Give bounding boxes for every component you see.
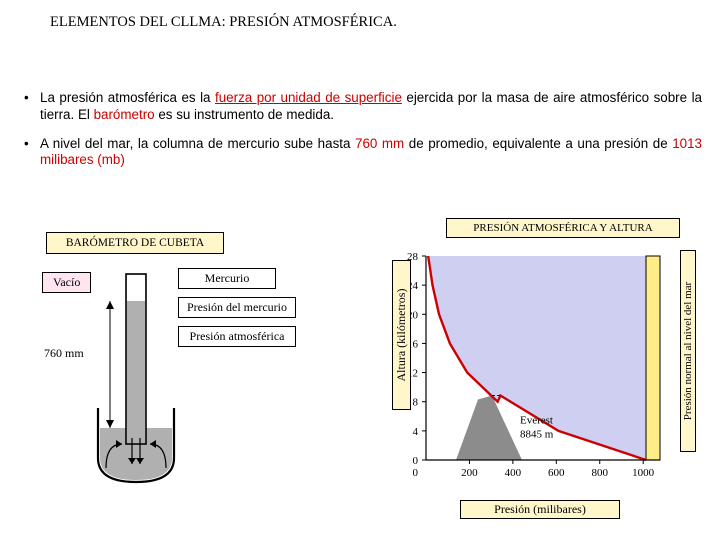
chart-title: PRESIÓN ATMOSFÉRICA Y ALTURA [446, 218, 680, 238]
presion-atm-label: Presión atmosférica [178, 326, 296, 347]
b2-t2: de promedio, equivalente a una presión d… [404, 136, 672, 151]
barometer-title: BARÓMETRO DE CUBETA [46, 232, 224, 254]
bullet-1: La presión atmosférica es la fuerza por … [24, 90, 702, 124]
chart-xlabel: Presión (milibares) [460, 500, 620, 519]
chart-ylabel-left: Altura (kilómetros) [392, 260, 411, 410]
b1-kw2: barómetro [94, 107, 155, 122]
svg-text:800: 800 [591, 467, 608, 479]
barometer-diagram [92, 268, 182, 488]
svg-text:0: 0 [413, 467, 419, 479]
bullet-list: La presión atmosférica es la fuerza por … [24, 90, 702, 181]
b1-kw1: fuerza por unidad de superficie [215, 90, 402, 105]
page-title: ELEMENTOS DEL CLLMA: PRESIÓN ATMOSFÉRICA… [50, 14, 397, 31]
b2-t1: A nivel del mar, la columna de mercurio … [40, 136, 355, 151]
svg-text:0: 0 [413, 455, 419, 467]
pressure-altitude-chart: 048121620242820040060080010000Everest884… [398, 248, 668, 496]
b2-kw1: 760 mm [355, 136, 404, 151]
presion-mercurio-label: Presión del mercurio [178, 297, 296, 318]
bullet-2: A nivel del mar, la columna de mercurio … [24, 136, 702, 170]
vacio-label: Vacío [42, 272, 91, 293]
svg-text:1000: 1000 [632, 467, 655, 479]
svg-text:Everest: Everest [520, 415, 553, 427]
chart-ylabel-right: Presión normal al nivel del mar [680, 250, 696, 452]
svg-text:600: 600 [548, 467, 565, 479]
b1-t1: La presión atmosférica es la [40, 90, 215, 105]
barometer-labels: Mercurio Presión del mercurio Presión at… [178, 268, 348, 355]
svg-text:200: 200 [461, 467, 478, 479]
svg-text:4: 4 [413, 426, 419, 438]
svg-text:400: 400 [505, 467, 522, 479]
svg-text:8845 m: 8845 m [520, 429, 554, 441]
b1-t3: es su instrumento de medida. [155, 107, 334, 122]
svg-text:8: 8 [413, 397, 419, 409]
height-label: 760 mm [44, 346, 84, 361]
mercurio-label: Mercurio [178, 268, 276, 289]
